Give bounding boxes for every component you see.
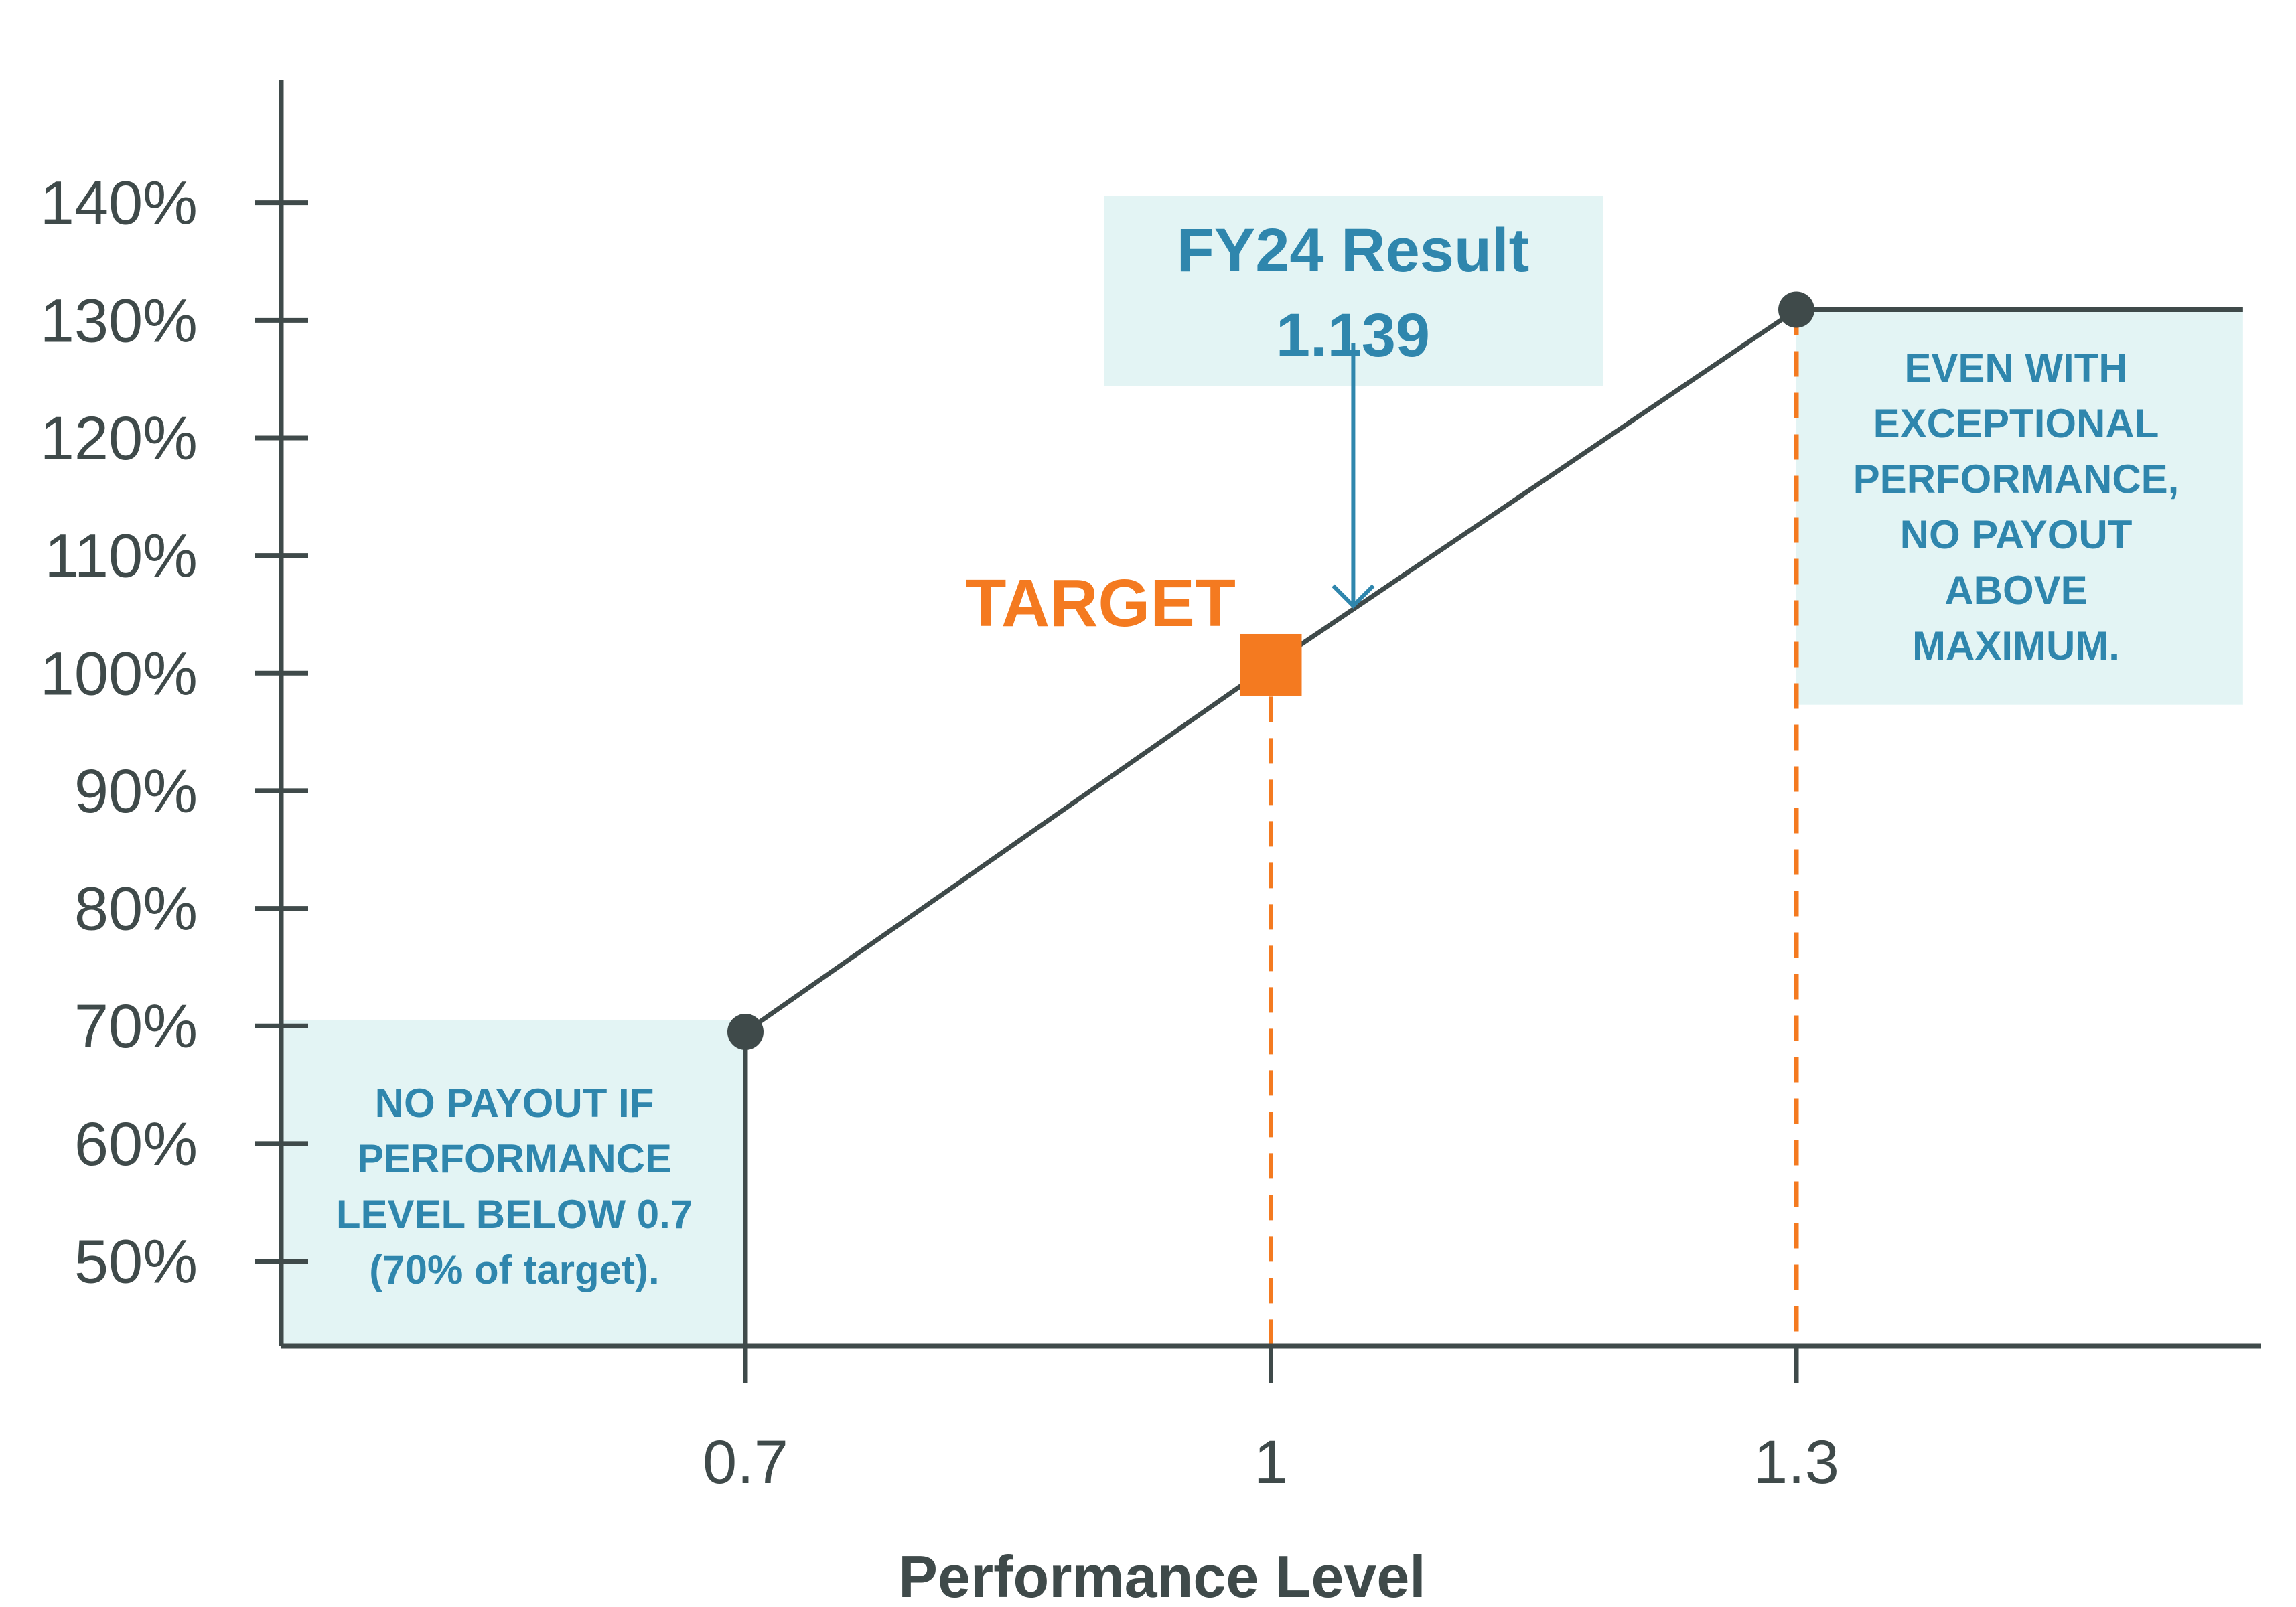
above-maximum-note-line: PERFORMANCE, (1853, 457, 2179, 502)
below-minimum-note-line: PERFORMANCE (357, 1136, 672, 1181)
y-tick-label: 90% (74, 757, 198, 826)
maximum-point (1778, 291, 1815, 328)
x-tick-label: 0.7 (703, 1428, 788, 1497)
below-minimum-note-line: LEVEL BELOW 0.7 (336, 1192, 693, 1237)
y-tick-label: 60% (74, 1110, 198, 1178)
result-value: 1.139 (1276, 301, 1430, 370)
below-minimum-note-line: NO PAYOUT IF (375, 1081, 654, 1126)
threshold-point (727, 1014, 764, 1051)
above-maximum-note-line: NO PAYOUT (1900, 512, 2133, 557)
y-tick-label: 100% (40, 639, 198, 708)
y-tick-label: 70% (74, 992, 198, 1061)
y-tick-label: 120% (40, 404, 198, 473)
x-axis-title: Performance Level (898, 1543, 1426, 1607)
y-tick-label: 130% (40, 287, 198, 355)
x-tick-label: 1 (1254, 1428, 1288, 1497)
x-tick-label: 1.3 (1753, 1428, 1839, 1497)
above-maximum-note-line: EXCEPTIONAL (1873, 401, 2159, 446)
y-tick-label: 110% (45, 522, 198, 591)
below-minimum-note-line: (70% of target). (369, 1247, 659, 1292)
y-tick-label: 50% (74, 1228, 198, 1296)
target-label: TARGET (965, 566, 1236, 641)
target-marker (1240, 633, 1302, 696)
above-maximum-note-line: ABOVE (1944, 568, 2087, 613)
above-maximum-note-line: MAXIMUM. (1912, 623, 2120, 668)
result-title: FY24 Result (1177, 216, 1530, 285)
below-minimum-note-box (281, 1020, 745, 1346)
y-tick-label: 80% (74, 875, 198, 943)
above-maximum-note-line: EVEN WITH (1904, 346, 2127, 390)
result-arrow-head (1332, 584, 1375, 609)
above-maximum-note-box (1796, 308, 2243, 705)
y-tick-label: 140% (40, 169, 198, 238)
payout-line (743, 307, 2243, 1034)
